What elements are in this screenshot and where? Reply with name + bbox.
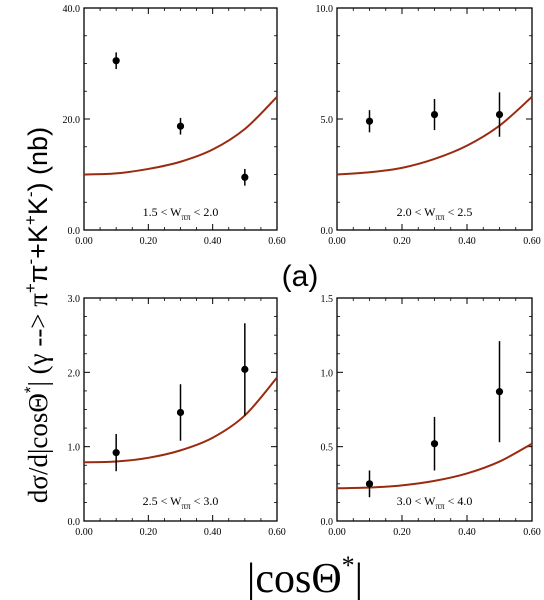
y-tick-label: 0.0 xyxy=(321,517,334,528)
panel-3: 0.00 0.20 0.40 0.60 0.0 1.0 2.0 3.0 2.5 < Wππ < … xyxy=(68,294,286,538)
x-tick-label: 0.20 xyxy=(140,236,158,247)
y-tick-label: 5.0 xyxy=(321,115,334,126)
data-point xyxy=(430,440,439,448)
y-tick-label: 2.0 xyxy=(68,368,81,379)
x-tick-label: 0.40 xyxy=(458,236,476,247)
y-tick-label: 0.5 xyxy=(321,443,334,454)
panel-4: 0.00 0.20 0.40 0.60 0.0 0.5 1.0 1.5 3.0 < Wππ < … xyxy=(321,294,541,538)
data-point xyxy=(241,365,249,373)
panel-1: 0.00 0.20 0.40 0.60 0.0 20.0 40.0 1.5 < Wππ < 2… xyxy=(63,4,286,247)
y-tick-label: 1.0 xyxy=(68,443,81,454)
y-tick-label: 10.0 xyxy=(316,4,334,15)
x-tick-label: 0.40 xyxy=(204,527,222,538)
theory-curve xyxy=(83,96,278,176)
x-tick-label: 0.60 xyxy=(268,236,286,247)
x-tick-label: 0.40 xyxy=(458,527,476,538)
data-point xyxy=(365,117,374,125)
panel-2: 0.00 0.20 0.40 0.60 0.0 5.0 10.0 2.0 < Wππ < 2.… xyxy=(316,4,541,247)
x-tick-label: 0.20 xyxy=(393,527,411,538)
svg-text:|cosΘ*|: |cosΘ*| xyxy=(247,551,363,600)
range-annotation: 2.5 < Wππ < 3.0 xyxy=(143,494,219,511)
x-tick-label: 0.20 xyxy=(393,236,411,247)
x-tick-label: 0.60 xyxy=(523,527,541,538)
data-point xyxy=(365,480,374,488)
x-tick-label: 0.00 xyxy=(328,527,346,538)
y-tick-label: 0.0 xyxy=(68,517,81,528)
data-point xyxy=(241,173,249,181)
data-point xyxy=(176,408,185,417)
x-axis-label: |cosΘ*| xyxy=(247,551,363,600)
range-annotation: 3.0 < Wππ < 4.0 xyxy=(397,494,473,511)
y-tick-label: 20.0 xyxy=(63,115,81,126)
x-tick-label: 0.60 xyxy=(268,527,286,538)
x-tick-label: 0.60 xyxy=(523,236,541,247)
data-point xyxy=(112,57,120,65)
y-tick-label: 1.0 xyxy=(321,368,334,379)
data-point xyxy=(495,110,504,119)
x-tick-label: 0.00 xyxy=(75,236,93,247)
y-axis-label: dσ/d|cosΘ*| (γ --> π+π-+K+K-) (nb) xyxy=(21,127,53,503)
y-tick-label: 3.0 xyxy=(68,294,81,305)
x-tick-label: 0.00 xyxy=(328,236,346,247)
x-tick-label: 0.40 xyxy=(204,236,222,247)
x-tick-label: 0.00 xyxy=(75,527,93,538)
data-point xyxy=(176,122,185,130)
y-tick-label: 40.0 xyxy=(63,4,81,15)
data-point xyxy=(112,449,120,457)
range-annotation: 1.5 < Wππ < 2.0 xyxy=(143,205,219,222)
y-tick-label: 0.0 xyxy=(321,226,334,237)
data-point xyxy=(430,110,439,119)
panels: 0.00 0.20 0.40 0.60 0.0 20.0 40.0 1.5 < Wππ < 2… xyxy=(63,4,541,538)
data-point xyxy=(495,388,504,396)
svg-text:dσ/d|cosΘ*| (γ --> π+π-+K+K-): dσ/d|cosΘ*| (γ --> π+π-+K+K-) (nb) xyxy=(21,127,53,503)
range-annotation: 2.0 < Wππ < 2.5 xyxy=(397,205,473,222)
figure-label: (a) xyxy=(282,260,319,293)
y-tick-label: 0.0 xyxy=(68,226,81,237)
x-tick-label: 0.20 xyxy=(140,527,158,538)
y-tick-label: 1.5 xyxy=(321,294,334,305)
